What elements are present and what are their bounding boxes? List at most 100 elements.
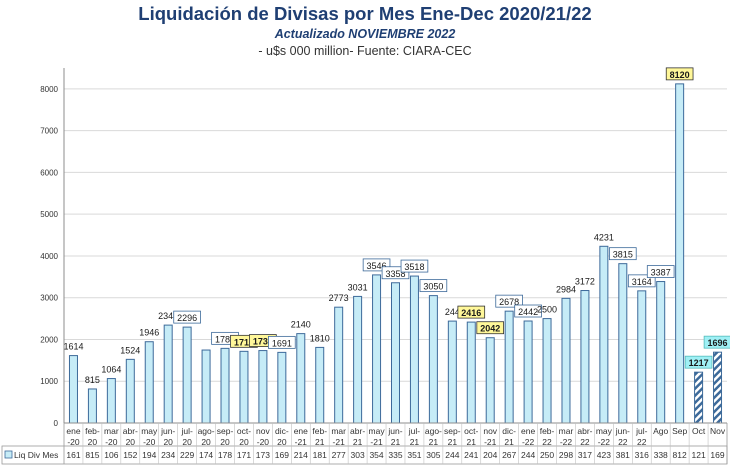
- bar: [296, 333, 306, 424]
- data-label-box: [476, 321, 505, 335]
- data-label: 1217: [689, 358, 709, 368]
- x-tick-label: 21: [467, 437, 477, 447]
- bar: [182, 326, 192, 424]
- x-tick-label: may: [369, 426, 386, 436]
- table-cell: 812: [673, 450, 687, 460]
- x-tick-label: 20: [88, 437, 98, 447]
- table-cell: 106: [104, 450, 118, 460]
- x-tick-label: jul-: [408, 426, 421, 436]
- table-cell: 423: [597, 450, 611, 460]
- x-tick-label: sep-: [444, 426, 461, 436]
- x-tick-label: ene: [66, 426, 80, 436]
- data-label: 815: [85, 375, 100, 385]
- data-label: 3518: [404, 262, 424, 272]
- x-tick-label: Nov: [710, 426, 726, 436]
- bar: [637, 290, 647, 424]
- x-tick-label: -21: [333, 437, 346, 447]
- y-tick-label: 8000: [40, 85, 58, 94]
- x-tick-label: ene: [521, 426, 535, 436]
- x-tick-label: mar: [559, 426, 574, 436]
- table-cell: 161: [66, 450, 80, 460]
- data-label: 3164: [632, 277, 652, 287]
- bar: [713, 351, 723, 424]
- x-tick-label: 21: [504, 437, 514, 447]
- bar: [561, 297, 571, 424]
- x-tick-label: dic-: [275, 426, 289, 436]
- bar: [315, 346, 325, 424]
- data-label: 1946: [139, 328, 159, 338]
- y-tick-label: 0: [54, 419, 59, 428]
- bar: [675, 83, 685, 424]
- x-tick-label: 20: [277, 437, 287, 447]
- table-cell: 354: [369, 450, 383, 460]
- data-label: 1524: [120, 345, 140, 355]
- legend-swatch: [4, 450, 13, 459]
- table-cell: 173: [256, 450, 270, 460]
- x-tick-label: -21: [295, 437, 308, 447]
- data-label: 3815: [613, 250, 633, 260]
- data-label: 2344: [158, 311, 178, 321]
- x-tick-label: may: [141, 426, 158, 436]
- x-tick-label: jul-: [180, 426, 193, 436]
- bar: [372, 274, 382, 424]
- x-tick-label: may: [596, 426, 613, 436]
- data-label: 3050: [423, 282, 443, 292]
- table-cell: 267: [502, 450, 516, 460]
- x-axis: ene-20feb-20mar-20abr-20may-20jun-20jul-…: [64, 422, 727, 447]
- x-tick-label: Oct: [692, 426, 706, 436]
- x-tick-label: jun-: [387, 426, 402, 436]
- bar: [428, 295, 438, 424]
- x-tick-label: Sep: [672, 426, 687, 436]
- table-cell: 169: [275, 450, 289, 460]
- x-tick-label: -21: [370, 437, 383, 447]
- x-tick-label: jul-: [635, 426, 648, 436]
- x-tick-label: nov: [483, 426, 497, 436]
- table-cell: 152: [123, 450, 137, 460]
- data-label: 3358: [385, 269, 405, 279]
- x-tick-label: 22: [637, 437, 647, 447]
- data-label-box: [268, 335, 296, 349]
- table-cell: 298: [559, 450, 573, 460]
- table-cell: 335: [388, 450, 402, 460]
- data-label-box: [173, 310, 201, 324]
- x-tick-label: 20: [201, 437, 211, 447]
- x-tick-label: ago-: [425, 426, 442, 436]
- x-tick-label: -20: [67, 437, 80, 447]
- bar: [409, 275, 419, 424]
- data-label: 2773: [329, 293, 349, 303]
- y-tick-label: 2000: [40, 335, 58, 344]
- bar: [580, 290, 590, 424]
- x-tick-label: -20: [257, 437, 270, 447]
- data-label: 1696: [708, 338, 728, 348]
- table-cell: 351: [407, 450, 421, 460]
- data-label: 3546: [367, 261, 387, 271]
- y-tick-label: 4000: [40, 252, 58, 261]
- table-cell: 234: [161, 450, 175, 460]
- table-cell: 250: [540, 450, 554, 460]
- x-tick-label: -20: [143, 437, 156, 447]
- data-label: 2140: [291, 320, 311, 330]
- x-tick-label: -22: [560, 437, 573, 447]
- bar: [694, 371, 704, 424]
- bar: [239, 350, 249, 424]
- table-cell: 214: [294, 450, 308, 460]
- bar: [258, 350, 268, 424]
- x-tick-label: feb-: [312, 426, 327, 436]
- table-cell: 277: [332, 450, 346, 460]
- chart-title: Liquidación de Divisas por Mes Ene-Dec 2…: [138, 3, 592, 24]
- table-cell: 303: [351, 450, 365, 460]
- x-tick-label: 22: [618, 437, 628, 447]
- data-label: 2296: [177, 313, 197, 323]
- table-cell: 171: [237, 450, 251, 460]
- table-cell: 381: [616, 450, 630, 460]
- x-tick-label: abr-: [577, 426, 592, 436]
- data-label: 3172: [575, 277, 595, 287]
- data-label: 8120: [670, 70, 690, 80]
- data-label: 1810: [310, 333, 330, 343]
- x-tick-label: 22: [580, 437, 590, 447]
- data-label: 2442: [518, 307, 538, 317]
- data-label: 3031: [348, 282, 368, 292]
- data-label: 1614: [63, 342, 83, 352]
- table-cell: 204: [483, 450, 497, 460]
- y-tick-label: 3000: [40, 294, 58, 303]
